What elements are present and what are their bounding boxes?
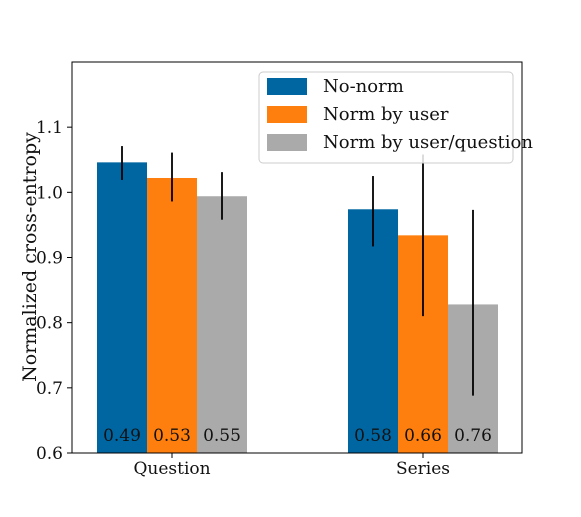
bar bbox=[197, 196, 247, 453]
data-label: 0.58 bbox=[354, 426, 392, 446]
y-tick-label: 1.1 bbox=[36, 118, 63, 138]
y-tick-label: 1.0 bbox=[36, 183, 63, 203]
data-label: 0.76 bbox=[454, 426, 492, 446]
legend-label: Norm by user/question bbox=[323, 132, 533, 153]
bar bbox=[97, 162, 147, 453]
y-tick-label: 0.7 bbox=[36, 379, 63, 399]
y-tick-label: 0.8 bbox=[36, 314, 63, 334]
y-tick-label: 0.6 bbox=[36, 444, 63, 464]
data-label: 0.53 bbox=[153, 426, 191, 446]
legend-swatch bbox=[267, 134, 307, 151]
bar bbox=[147, 177, 197, 453]
data-labels-layer: 0.49 0.53 0.55 0.58 0.66 0.76 bbox=[103, 426, 492, 446]
x-tick-label: Series bbox=[396, 459, 450, 479]
data-label: 0.55 bbox=[203, 426, 241, 446]
x-axis: Question Series bbox=[133, 453, 450, 479]
bars-layer bbox=[97, 162, 498, 453]
data-label: 0.66 bbox=[404, 426, 442, 446]
y-axis: 0.6 0.7 0.8 0.9 1.0 1.1 bbox=[36, 118, 72, 464]
legend-box bbox=[258, 71, 514, 164]
bar bbox=[348, 209, 398, 453]
legend-swatch bbox=[267, 78, 307, 95]
legend: No-norm Norm by user Norm by user/question bbox=[258, 71, 533, 164]
legend-label: Norm by user bbox=[323, 104, 449, 125]
data-label: 0.49 bbox=[103, 426, 141, 446]
error-bars-layer bbox=[121, 146, 474, 396]
legend-label: No-norm bbox=[323, 76, 404, 97]
legend-swatch bbox=[267, 106, 307, 123]
y-tick-label: 0.9 bbox=[36, 249, 63, 269]
x-tick-label: Question bbox=[133, 459, 210, 479]
y-axis-label: Normalized cross-entropy bbox=[19, 132, 41, 382]
